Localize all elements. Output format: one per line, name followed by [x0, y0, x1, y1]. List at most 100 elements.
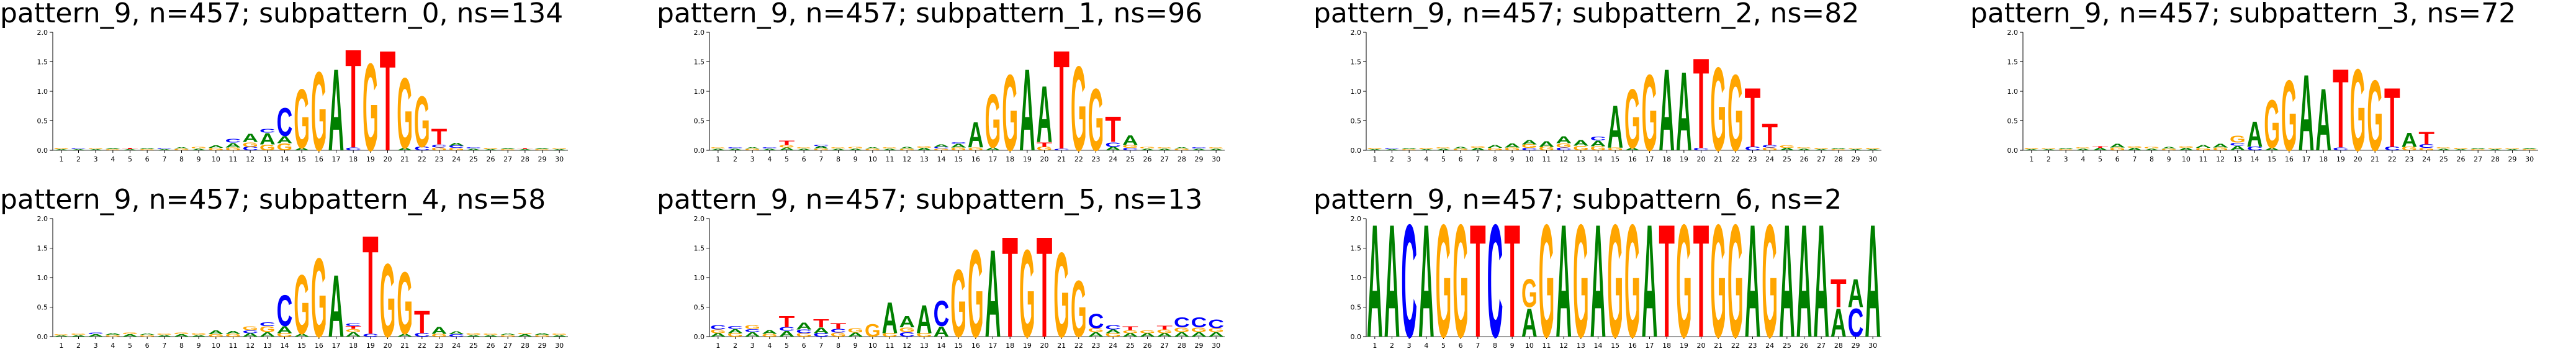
y-tick-label: 1.0 [694, 88, 705, 96]
logo-letter-G: G [847, 147, 863, 149]
x-tick-label: 26 [487, 155, 495, 163]
x-tick-label: 2 [1390, 342, 1394, 350]
logo-letter-A: A [1140, 148, 1156, 151]
x-tick-label: 26 [487, 342, 495, 350]
logo-letter-A: A [762, 148, 778, 151]
logo-letter-G: G [2521, 149, 2538, 151]
y-tick-label: 2.0 [694, 215, 705, 223]
x-tick-label: 29 [1195, 342, 1204, 350]
logo-letter-T: T [2384, 71, 2400, 165]
logo-letter-G: G [2402, 146, 2418, 152]
logo-letter-G: G [1019, 223, 1035, 353]
logo-letter-A: A [2178, 147, 2194, 151]
logo-letter-A: A [916, 147, 932, 151]
logo-letter-G: G [2161, 148, 2177, 151]
logo-letter-A: A [1452, 147, 1469, 149]
x-tick-label: 13 [1577, 342, 1585, 350]
logo-letter-A: A [727, 328, 744, 334]
x-tick-label: 28 [1834, 342, 1843, 350]
x-tick-label: 29 [1195, 155, 1204, 163]
logo-letter-A: A [2505, 149, 2521, 151]
x-tick-label: 7 [1475, 155, 1480, 163]
logo-letter-A: A [191, 148, 207, 151]
logo-letter-A: A [710, 148, 726, 151]
logo-letter-G: G [139, 335, 155, 337]
logo-letter-G: G [1088, 328, 1104, 334]
x-tick-label: 4 [110, 342, 115, 350]
logo-letter-A: A [294, 333, 310, 337]
logo-letter-A: A [985, 147, 1001, 151]
logo-letter-A: A [1208, 331, 1224, 338]
y-tick-label: 0.5 [1351, 117, 1362, 125]
x-tick-label: 9 [853, 342, 858, 350]
x-tick-label: 14 [281, 342, 289, 350]
x-tick-label: 10 [868, 342, 877, 350]
logo-letter-A: A [208, 145, 224, 149]
logo-letter-A: A [174, 334, 190, 337]
x-tick-label: 15 [1611, 155, 1619, 163]
logo-letter-A: A [934, 144, 950, 148]
y-tick-label: 1.0 [37, 88, 48, 96]
logo-letter-A: A [294, 147, 310, 151]
x-tick-label: 10 [212, 342, 220, 350]
logo-letter-A: A [1401, 148, 1417, 150]
x-tick-label: 1 [59, 155, 63, 163]
x-tick-label: 16 [315, 342, 323, 350]
logo-letter-G: G [208, 334, 224, 337]
logo-letter-G: G [831, 332, 847, 338]
x-tick-label: 14 [937, 342, 946, 350]
logo-panel-3: pattern_9, n=457; subpattern_3, ns=72 0.0… [1970, 0, 2576, 168]
logo-letter-C: C [1848, 301, 1864, 346]
logo-letter-G: G [105, 149, 121, 151]
x-tick-label: 25 [469, 342, 478, 350]
logo-letter-G: G [1140, 147, 1156, 149]
logo-letter-G: G [813, 148, 829, 151]
y-tick-label: 0.5 [1351, 304, 1362, 312]
logo-letter-A: A [985, 223, 1001, 353]
logo-letter-G: G [1624, 72, 1641, 166]
logo-letter-A: A [1384, 149, 1400, 151]
x-tick-label: 5 [1441, 155, 1446, 163]
logo-letter-G: G [71, 334, 87, 335]
x-tick-label: 30 [1868, 342, 1877, 350]
logo-plot: 0.00.51.01.52.01 2 3 4 5 6 7 8 9 10 11 12 13 14 15 16 17… [37, 211, 568, 353]
logo-letter-A: A [1521, 139, 1538, 146]
logo-letter-G: G [762, 333, 778, 337]
logo-letter-G: G [710, 329, 726, 335]
x-tick-label: 7 [162, 342, 166, 350]
logo-letter-A: A [1659, 44, 1675, 166]
logo-letter-T: T [1693, 31, 1709, 166]
logo-letter-T: T [1037, 141, 1053, 148]
y-tick-label: 1.0 [694, 274, 705, 282]
logo-letter-C: C [2384, 146, 2400, 152]
logo-letter-G: G [1071, 40, 1087, 166]
x-tick-label: 6 [802, 342, 806, 350]
logo-letter-A: A [534, 333, 551, 335]
logo-letter-A: A [2247, 114, 2263, 155]
logo-letter-A: A [1418, 211, 1434, 353]
logo-letter-G: G [88, 148, 104, 149]
logo-letter-A: A [259, 130, 276, 148]
logo-letter-A: A [1367, 211, 1383, 353]
y-tick-label: 1.0 [37, 274, 48, 282]
logo-letter-G: G [1624, 211, 1641, 353]
logo-letter-G: G [1779, 145, 1795, 149]
logo-letter-A: A [500, 148, 516, 149]
logo-letter-A: A [2041, 149, 2057, 151]
x-tick-label: 9 [197, 342, 201, 350]
x-tick-label: 10 [2182, 155, 2191, 163]
logo-plot: 0.00.51.01.52.01 2 3 4 5 6 7 8 9 10 11 12 13 14 15 16 17… [694, 211, 1225, 353]
logo-letter-A: A [1504, 142, 1520, 148]
logo-letter-C: C [1556, 147, 1572, 151]
x-tick-label: 19 [1023, 155, 1032, 163]
logo-letter-C: C [934, 147, 950, 149]
panel-title: pattern_9, n=457; subpattern_6, ns=2 [1313, 184, 1842, 216]
logo-letter-G: G [1813, 148, 1829, 150]
logo-letter-G: G [865, 148, 881, 151]
logo-letter-G: G [1452, 148, 1469, 151]
logo-letter-G: G [363, 37, 379, 166]
logo-letter-T: T [1053, 25, 1070, 166]
logo-letter-C: C [1105, 324, 1121, 331]
logo-letter-A: A [813, 146, 829, 150]
logo-letter-C: C [727, 325, 744, 330]
